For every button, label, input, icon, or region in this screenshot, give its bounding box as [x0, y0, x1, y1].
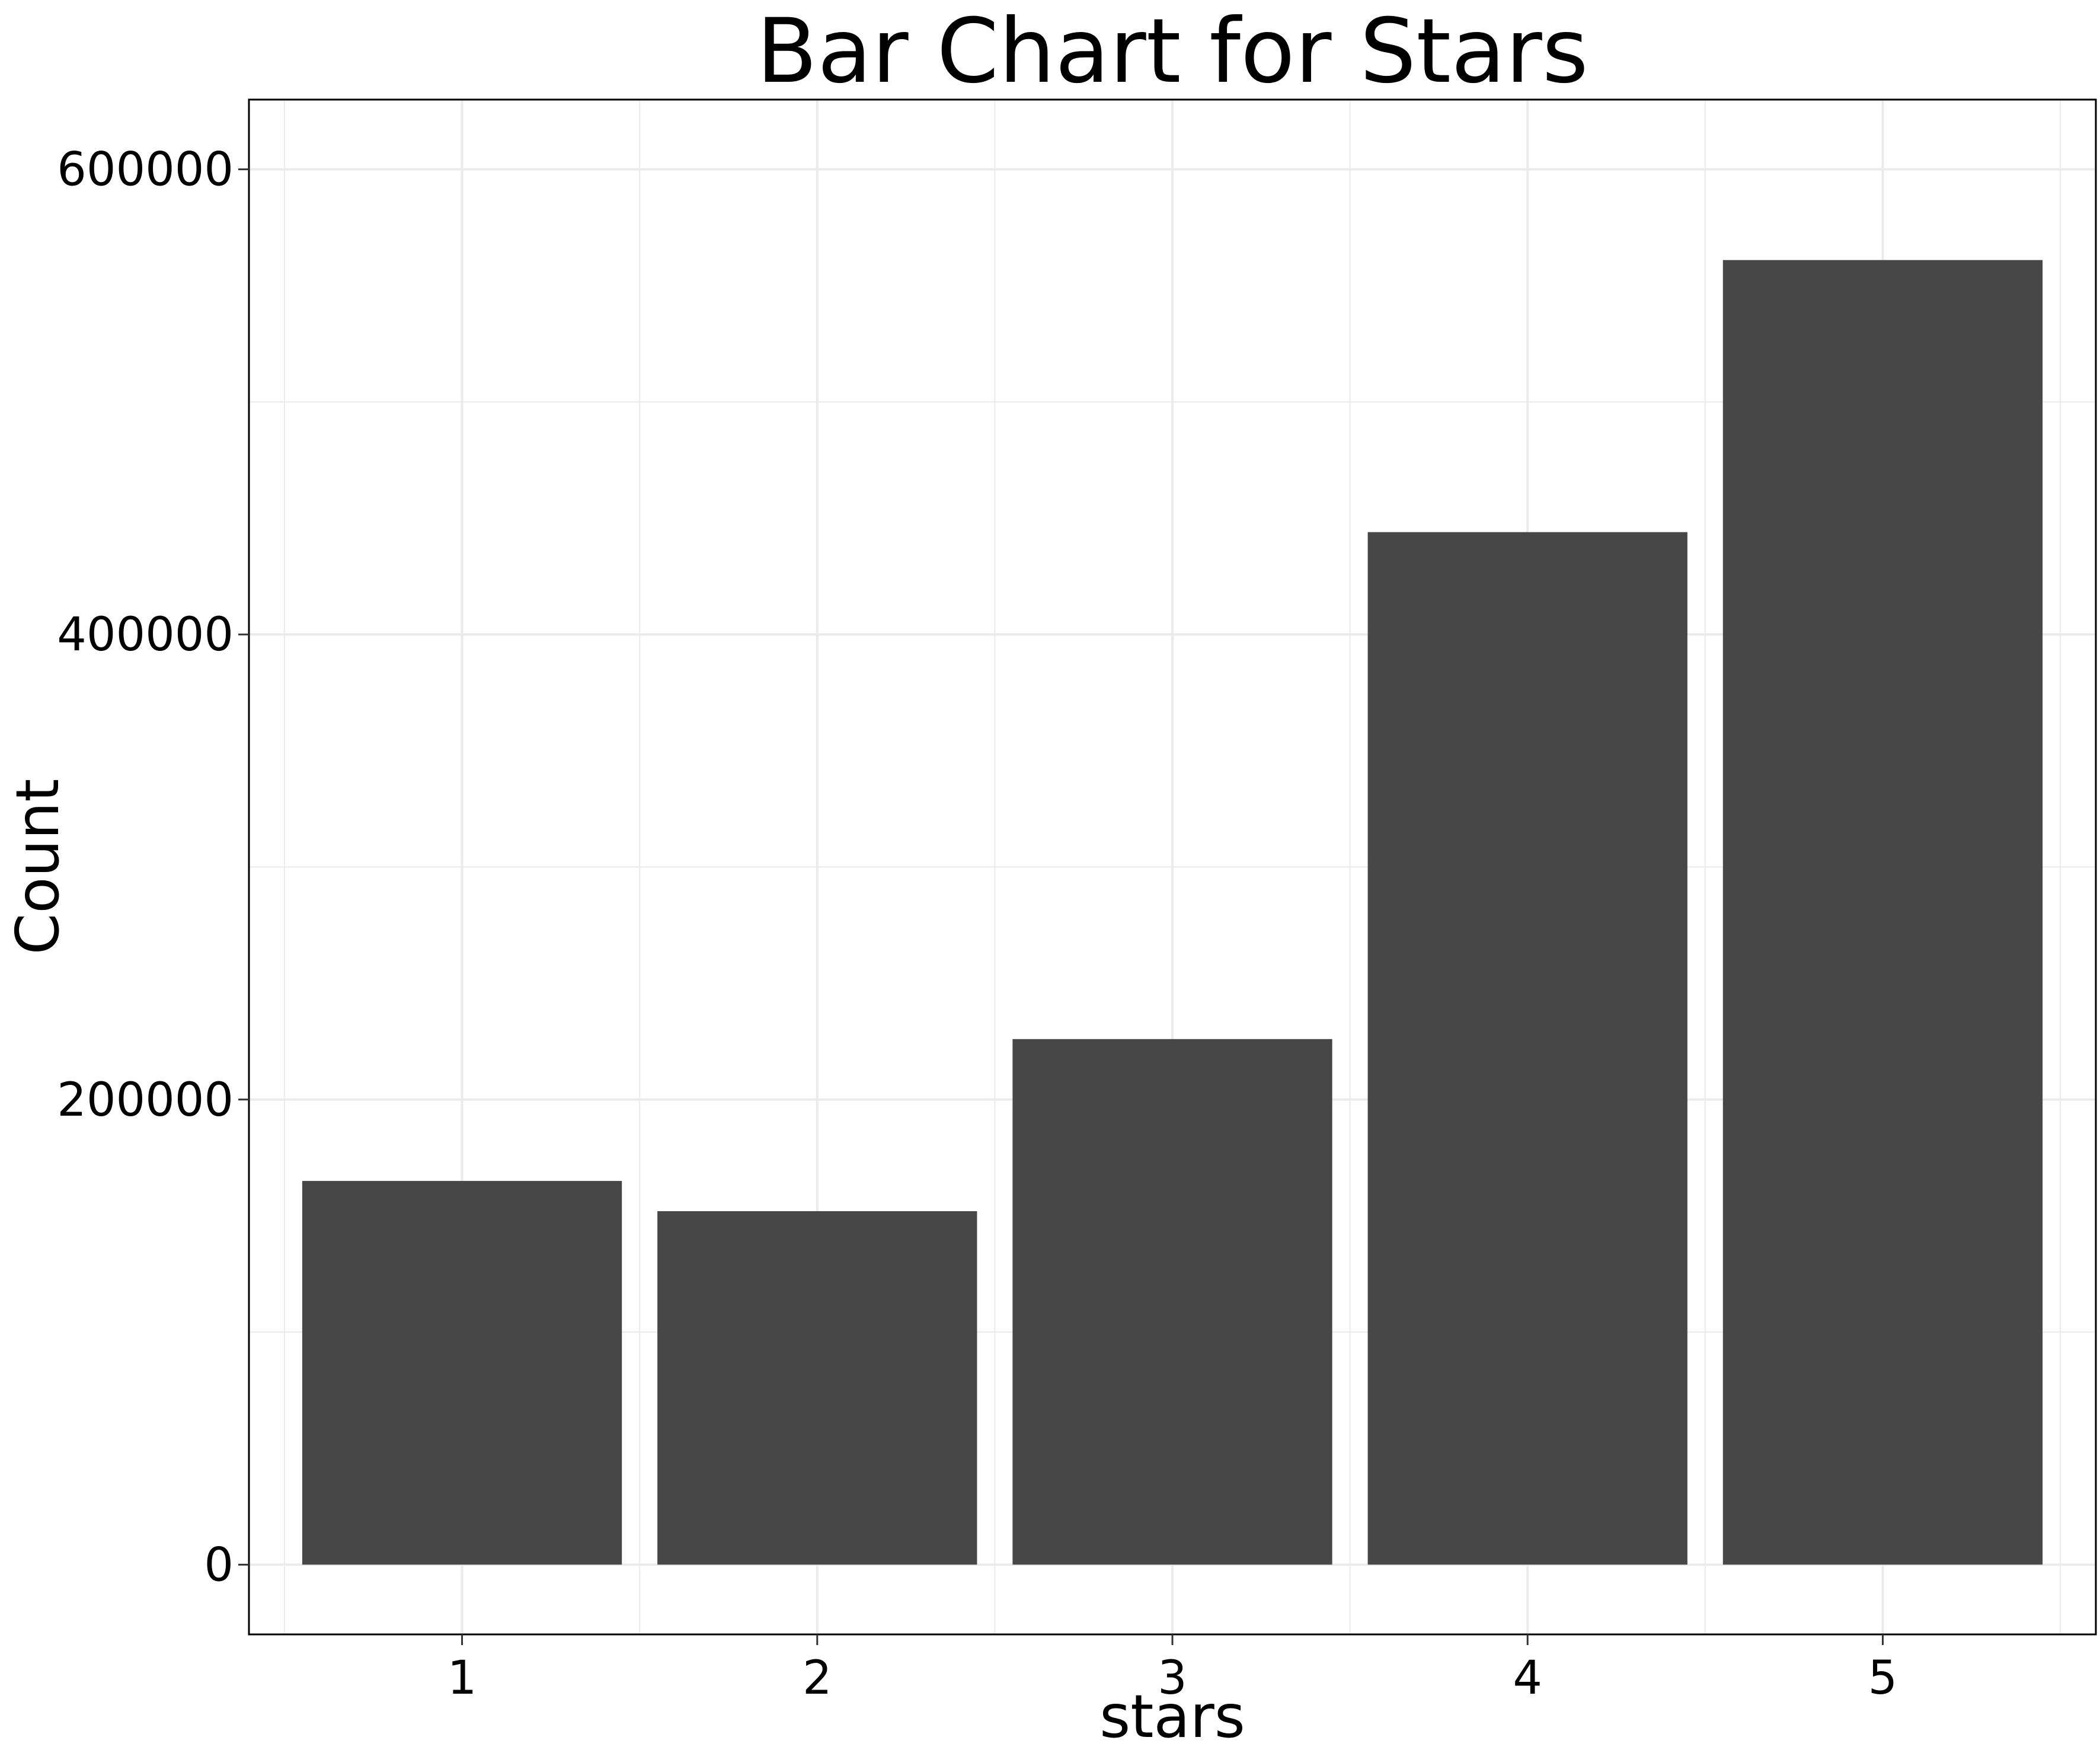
x-tick-label: 4: [1513, 1652, 1542, 1705]
axes: 0 200000 400000 600000 1 2 3 4 5: [57, 143, 1897, 1705]
x-tick-label: 3: [1158, 1652, 1187, 1705]
bar-4: [1367, 532, 1687, 1565]
x-axis-title: stars: [1099, 1682, 1245, 1750]
y-tick-label: 0: [204, 1538, 234, 1592]
bar-1: [302, 1181, 622, 1565]
bar-5: [1722, 260, 2043, 1565]
chart-title: Bar Chart for Stars: [756, 0, 1588, 103]
bar-2: [657, 1211, 977, 1565]
bars: [302, 260, 2043, 1565]
y-tick-label: 200000: [57, 1074, 234, 1127]
y-axis-title: Count: [3, 779, 72, 955]
bar-3: [1012, 1039, 1332, 1565]
y-tick-label: 400000: [57, 608, 234, 662]
y-tick-label: 600000: [57, 143, 234, 197]
x-tick-label: 2: [803, 1652, 832, 1705]
x-tick-label: 5: [1868, 1652, 1898, 1705]
x-tick-label: 1: [448, 1652, 477, 1705]
